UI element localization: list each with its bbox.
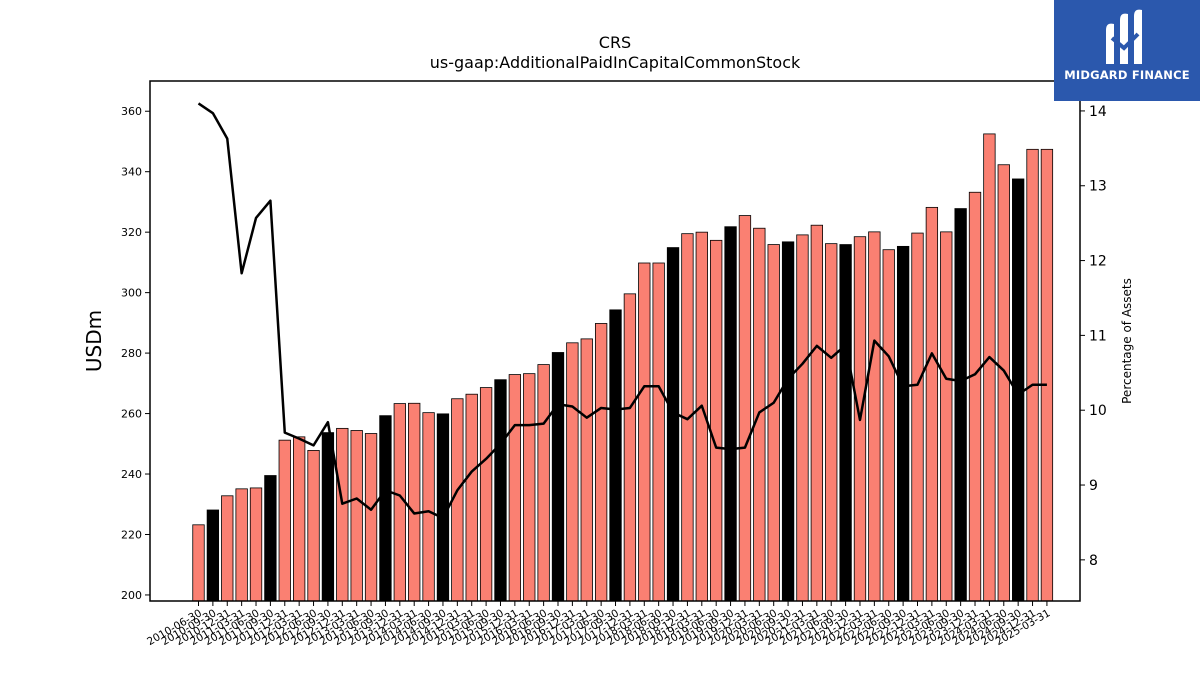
y-tick-label: 320	[121, 226, 142, 239]
y-tick-label: 280	[121, 347, 142, 360]
bar	[321, 432, 335, 602]
y-tick-label: 260	[121, 408, 142, 421]
bar	[940, 231, 953, 602]
bar	[264, 475, 277, 602]
bar	[594, 323, 608, 602]
chart-title: CRS	[599, 33, 631, 52]
bar	[911, 232, 924, 602]
y-tick-label: 340	[121, 166, 142, 179]
bar	[1026, 148, 1039, 602]
y2-tick-label: 8	[1089, 553, 1098, 569]
chart-subtitle: us-gaap:AdditionalPaidInCapitalCommonSto…	[430, 53, 801, 72]
bar	[781, 241, 795, 602]
y2-axis-label: Percentage of Assets	[1120, 278, 1134, 404]
bar	[350, 430, 363, 602]
y-axis-right: 8 9 10 11 12 13 14	[1080, 104, 1107, 569]
bar	[465, 393, 478, 602]
bar	[925, 206, 939, 602]
bar	[479, 387, 493, 602]
bar	[666, 247, 680, 602]
bar	[192, 524, 205, 602]
bar	[652, 262, 665, 602]
bar	[1040, 148, 1054, 602]
bar	[537, 364, 550, 602]
bar	[364, 433, 378, 602]
bar	[724, 226, 737, 602]
bar	[278, 439, 291, 602]
bar	[825, 243, 838, 602]
bar	[968, 191, 982, 602]
midgard-logo-icon	[1106, 9, 1142, 65]
y-tick-label: 300	[121, 287, 142, 300]
bar	[494, 379, 507, 602]
y-tick-label: 360	[121, 105, 142, 118]
bar	[566, 342, 579, 602]
bar	[638, 262, 651, 602]
bar	[997, 164, 1010, 602]
bar	[710, 239, 723, 602]
y2-tick-label: 9	[1089, 478, 1098, 494]
bar	[767, 244, 780, 602]
bar	[235, 488, 248, 602]
y2-tick-label: 11	[1089, 328, 1107, 344]
bar	[523, 373, 536, 602]
bar	[882, 249, 895, 602]
bar	[379, 415, 392, 602]
bar	[609, 309, 622, 602]
bar	[293, 436, 306, 602]
bar	[436, 413, 450, 602]
y2-tick-label: 13	[1089, 179, 1107, 195]
y-tick-label: 200	[121, 589, 142, 602]
y-tick-label: 220	[121, 528, 142, 541]
bar	[206, 509, 220, 602]
brand-logo: MIDGARD FINANCE	[1054, 0, 1200, 101]
bar-series	[192, 133, 1054, 602]
bar	[580, 338, 593, 602]
bar	[623, 293, 637, 602]
bar	[868, 231, 881, 602]
brand-name: MIDGARD FINANCE	[1064, 68, 1190, 82]
bar	[508, 374, 522, 602]
bar	[422, 412, 435, 602]
y2-tick-label: 14	[1089, 104, 1107, 120]
plot-frame	[149, 80, 1081, 602]
bar	[810, 224, 823, 602]
bar	[983, 133, 996, 602]
bar	[551, 352, 565, 602]
bar	[336, 427, 349, 602]
y2-tick-label: 12	[1089, 254, 1107, 270]
bar	[307, 450, 320, 602]
bar	[839, 244, 852, 602]
line-series	[197, 102, 1047, 520]
y-axis-left: 200 220 240 260 280 300 320 340 360	[121, 105, 150, 602]
bar	[738, 215, 752, 602]
bar	[221, 495, 234, 602]
y2-tick-label: 10	[1089, 403, 1107, 419]
bar	[796, 234, 809, 602]
percentage-line	[197, 102, 1047, 520]
bar	[896, 245, 910, 602]
y-tick-label: 240	[121, 468, 142, 481]
bar	[408, 402, 421, 602]
bar	[954, 208, 967, 602]
y-axis-label: USDm	[82, 310, 106, 372]
x-axis: 2010-06-302010-09-302010-12-312011-03-31…	[145, 601, 1052, 648]
bar	[249, 487, 263, 602]
